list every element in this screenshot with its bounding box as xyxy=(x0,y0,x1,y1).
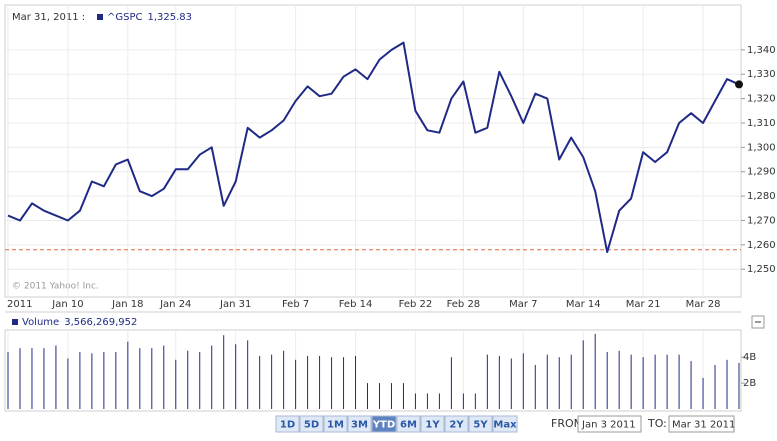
range-button-bg xyxy=(371,415,397,433)
legend-label: Volume 3,566,269,952 xyxy=(22,317,137,328)
x-tick-label: Jan 31 xyxy=(219,299,251,310)
range-button-bg xyxy=(347,415,372,433)
x-tick-label: Feb 28 xyxy=(447,299,481,310)
x-tick-label: 2011 xyxy=(7,299,32,310)
x-tick-label: Mar 21 xyxy=(626,299,661,310)
x-tick-label: Feb 22 xyxy=(399,299,433,310)
y-tick-label: 2B xyxy=(743,378,756,389)
range-button-bg xyxy=(420,415,445,433)
x-tick-label: Feb 14 xyxy=(339,299,373,310)
header-date: Mar 31, 2011 : xyxy=(12,12,85,23)
y-tick-label: 1,340 xyxy=(747,45,776,56)
range-button-label[interactable]: 1D xyxy=(280,420,295,431)
y-tick-label: 1,290 xyxy=(747,167,776,178)
range-button[interactable]: 6M xyxy=(396,415,421,433)
y-tick-label: 4B xyxy=(743,352,756,363)
legend-swatch xyxy=(97,14,103,20)
legend-value: 1,325.83 xyxy=(148,12,193,23)
to-label: TO: xyxy=(647,417,667,430)
range-button[interactable]: 2Y xyxy=(444,415,469,433)
x-tick-label: Mar 28 xyxy=(686,299,721,310)
range-button[interactable]: Max xyxy=(492,415,518,433)
y-tick-label: 1,260 xyxy=(747,240,776,251)
range-button-label[interactable]: 5Y xyxy=(473,420,488,431)
from-value: Jan 3 2011 xyxy=(581,420,636,431)
x-tick-label: Mar 14 xyxy=(566,299,601,310)
x-tick-label: Feb 7 xyxy=(282,299,309,310)
range-button-bg xyxy=(275,415,300,433)
legend-swatch xyxy=(12,319,18,325)
y-tick-label: 1,270 xyxy=(747,215,776,226)
y-tick-label: 1,330 xyxy=(747,69,776,80)
legend-name: ^GSPC xyxy=(107,12,143,23)
price-line xyxy=(7,41,740,254)
range-button[interactable]: 1M xyxy=(323,415,348,433)
legend-label: ^GSPC 1,325.83 xyxy=(107,12,192,23)
range-button[interactable]: 3M xyxy=(347,415,372,433)
range-button-label[interactable]: YTD xyxy=(372,420,395,431)
legend-name: Volume xyxy=(22,317,59,328)
range-button[interactable]: 1Y xyxy=(420,415,445,433)
range-button-bg xyxy=(299,415,324,433)
price-frame xyxy=(4,4,742,298)
x-tick-label: Jan 10 xyxy=(51,299,83,310)
last-point xyxy=(735,80,743,89)
range-button[interactable]: 5D xyxy=(299,415,324,433)
x-tick-label: Mar 7 xyxy=(509,299,537,310)
range-button-label[interactable]: 1Y xyxy=(425,420,440,431)
range-button-bg xyxy=(444,415,469,433)
range-button-label[interactable]: 1M xyxy=(327,420,344,431)
range-button-label[interactable]: 5D xyxy=(304,420,319,431)
to-value: Mar 31 2011 xyxy=(672,420,735,431)
from-input[interactable] xyxy=(577,415,642,433)
y-tick-label: 1,280 xyxy=(747,191,776,202)
range-button[interactable]: YTD xyxy=(371,415,397,433)
range-button-bg xyxy=(492,415,518,433)
copyright: © 2011 Yahoo! Inc. xyxy=(12,282,99,292)
range-button-bg xyxy=(468,415,493,433)
range-button-bg xyxy=(396,415,421,433)
to-input[interactable] xyxy=(668,415,735,433)
x-tick-label: Jan 18 xyxy=(111,299,143,310)
x-tick-label: Jan 24 xyxy=(159,299,191,310)
y-tick-label: 1,300 xyxy=(747,142,776,153)
range-button-bg xyxy=(323,415,348,433)
range-button[interactable]: 5Y xyxy=(468,415,493,433)
y-tick-label: 1,310 xyxy=(747,118,776,129)
y-tick-label: 1,320 xyxy=(747,94,776,105)
legend-value: 3,566,269,952 xyxy=(64,317,137,328)
range-button-label[interactable]: 3M xyxy=(351,420,368,431)
y-tick-label: 1,250 xyxy=(747,264,776,275)
range-button-label[interactable]: 6M xyxy=(400,420,417,431)
range-button[interactable]: 1D xyxy=(275,415,300,433)
range-button-label[interactable]: 2Y xyxy=(449,420,464,431)
range-button-label[interactable]: Max xyxy=(493,420,517,431)
